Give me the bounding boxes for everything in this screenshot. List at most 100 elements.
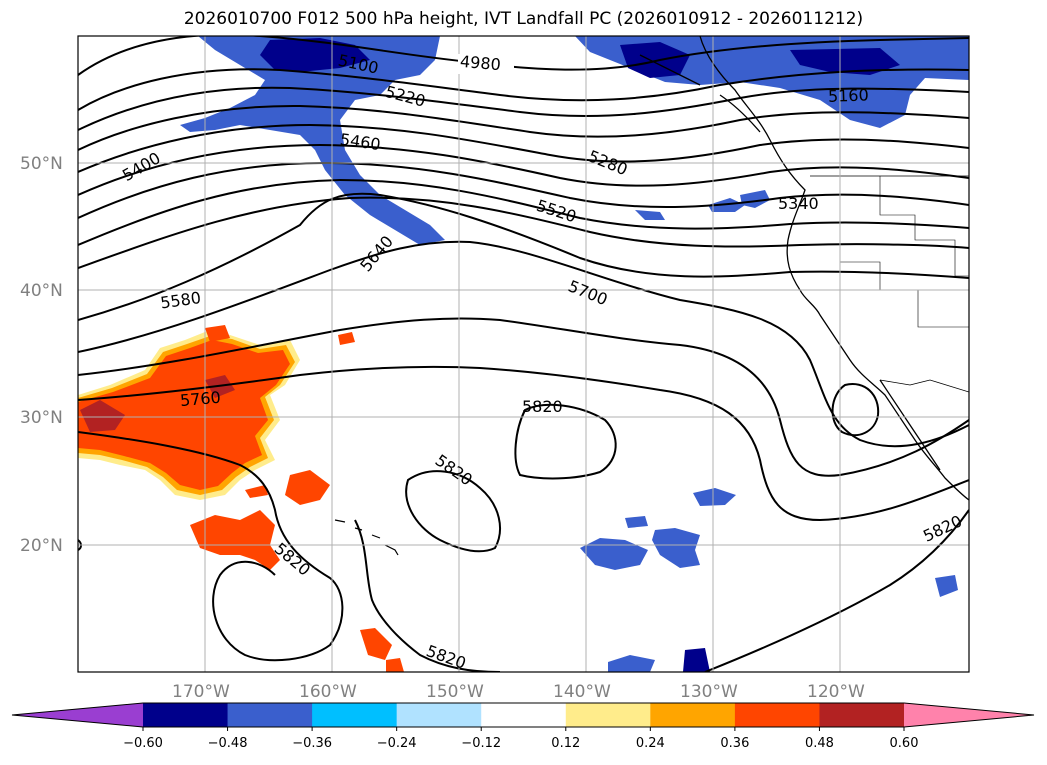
lon-label-150w: 150°W	[426, 682, 484, 702]
contour-5340	[78, 143, 969, 196]
contour-5760	[78, 365, 969, 522]
contour-label-5820-south: 5820	[424, 641, 469, 673]
contour-label-5700: 5700	[565, 276, 610, 309]
latitude-labels: 50°N 40°N 30°N 20°N	[20, 154, 63, 556]
contour-5400	[78, 161, 969, 219]
map-frame	[77, 35, 970, 673]
state-border-1	[879, 176, 969, 277]
neg-small-2	[740, 190, 770, 208]
lon-label-170w: 170°W	[172, 682, 230, 702]
hawaii-islands	[334, 519, 399, 556]
negative-ivt-shading	[180, 36, 969, 672]
colorbar-tick-label: 0.36	[720, 736, 749, 751]
colorbar-tick-label: −0.48	[208, 736, 248, 751]
pos-small-4	[386, 658, 404, 672]
contour-label-5280: 5280	[585, 146, 630, 179]
colorbar-extend-high	[904, 703, 1034, 727]
colorbar-tick-label: −0.60	[123, 736, 163, 751]
contour-label-5160: 5160	[828, 85, 869, 105]
neg-east-1	[935, 575, 958, 597]
neg-region-north	[180, 36, 445, 245]
colorbar-ticks: −0.60 −0.48 −0.36 −0.24 −0.12 0.12 0.24 0.36 0.4…	[123, 727, 918, 751]
contour-5820-mid	[405, 470, 501, 553]
colorbar-segment	[650, 703, 736, 727]
contour-label-5640: 5640	[356, 232, 397, 275]
pos-south-1	[190, 510, 280, 570]
contour-label-5220: 5220	[383, 82, 427, 111]
colorbar-tick-label: 0.60	[890, 736, 919, 751]
neg-se-2	[683, 648, 710, 672]
alaska-islands	[639, 54, 761, 133]
contour-5700	[78, 317, 969, 477]
colorbar-segment	[565, 703, 651, 727]
pos-region-main-core	[78, 340, 290, 490]
colorbar-segment	[312, 703, 398, 727]
lat-label-50: 50°N	[20, 154, 63, 174]
height-contours	[78, 36, 969, 672]
contour-label-5340: 5340	[778, 194, 819, 213]
colorbar-tick-label: −0.24	[377, 736, 417, 751]
colorbar-segment	[396, 703, 482, 727]
pos-south-2	[285, 470, 330, 505]
colorbar-segment	[734, 703, 820, 727]
colorbar-tick-label: −0.36	[292, 736, 332, 751]
neg-region-north-core	[260, 38, 370, 72]
contour-5280	[78, 123, 969, 173]
neg-sw-1	[580, 538, 648, 570]
na-coast	[699, 36, 969, 501]
colorbar-segment	[143, 703, 229, 727]
contour-label-5520: 5520	[534, 196, 579, 227]
neg-sw-2	[652, 528, 700, 568]
contour-5520	[78, 196, 969, 269]
neg-se-1	[608, 655, 655, 672]
neg-region-ne-core2	[790, 48, 900, 75]
positive-ivt-shading	[78, 325, 404, 672]
colorbar-segment	[819, 703, 905, 727]
coastline	[334, 36, 969, 556]
neg-sw-3	[693, 488, 736, 506]
colorbar: −0.60 −0.48 −0.36 −0.24 −0.12 0.12 0.24 0.36 0.4…	[11, 702, 1035, 751]
neg-region-ne-core	[620, 42, 690, 78]
pos-small-1	[338, 332, 355, 345]
chart-title: 2026010700 F012 500 hPa height, IVT Land…	[183, 9, 864, 29]
contour-5820-center	[514, 403, 617, 480]
contour-5820-east	[704, 509, 969, 672]
contour-5700-low	[831, 383, 880, 437]
longitude-labels: 170°W 160°W 150°W 140°W 130°W 120°W	[172, 682, 865, 702]
pos-small-2	[205, 325, 230, 342]
colorbar-tick-label: 0.48	[805, 736, 834, 751]
contour-label-5460: 5460	[339, 130, 382, 154]
pos-small-3	[360, 628, 392, 660]
contour-label-4980: 4980	[459, 52, 501, 74]
pos-south-3	[245, 485, 268, 498]
baja-coast	[879, 379, 941, 471]
lon-label-130w: 130°W	[680, 682, 738, 702]
contour-5160	[78, 86, 969, 131]
colorbar-segment	[227, 703, 313, 727]
lon-label-160w: 160°W	[299, 682, 357, 702]
colorbar-tick-label: 0.12	[551, 736, 580, 751]
pos-core-red	[80, 400, 125, 432]
mexico-border	[879, 379, 969, 393]
graticule	[78, 36, 969, 672]
neg-small-3	[635, 210, 665, 220]
lat-label-20: 20°N	[20, 536, 63, 556]
colorbar-extend-low	[12, 703, 143, 727]
lat-label-40: 40°N	[20, 281, 63, 301]
contour-5220	[78, 104, 969, 151]
contour-label-5580: 5580	[159, 288, 202, 312]
colorbar-tick-label: −0.12	[461, 736, 501, 751]
lat-label-30: 30°N	[20, 408, 63, 428]
colorbar-segments	[143, 703, 905, 727]
colorbar-tick-label: 0.24	[636, 736, 665, 751]
colorbar-segment	[481, 703, 567, 727]
lon-label-120w: 120°W	[807, 682, 865, 702]
neg-sw-4	[625, 516, 648, 528]
contour-labels: 4980 5100 5160 5220 5280 5340 5400 5460 …	[119, 51, 965, 673]
lon-label-140w: 140°W	[553, 682, 611, 702]
contour-5580	[78, 192, 969, 321]
contour-label-5820-mid: 5820	[432, 451, 476, 490]
map-area: 4980 5100 5160 5220 5280 5340 5400 5460 …	[78, 36, 969, 673]
contour-label-5760: 5760	[179, 388, 221, 410]
